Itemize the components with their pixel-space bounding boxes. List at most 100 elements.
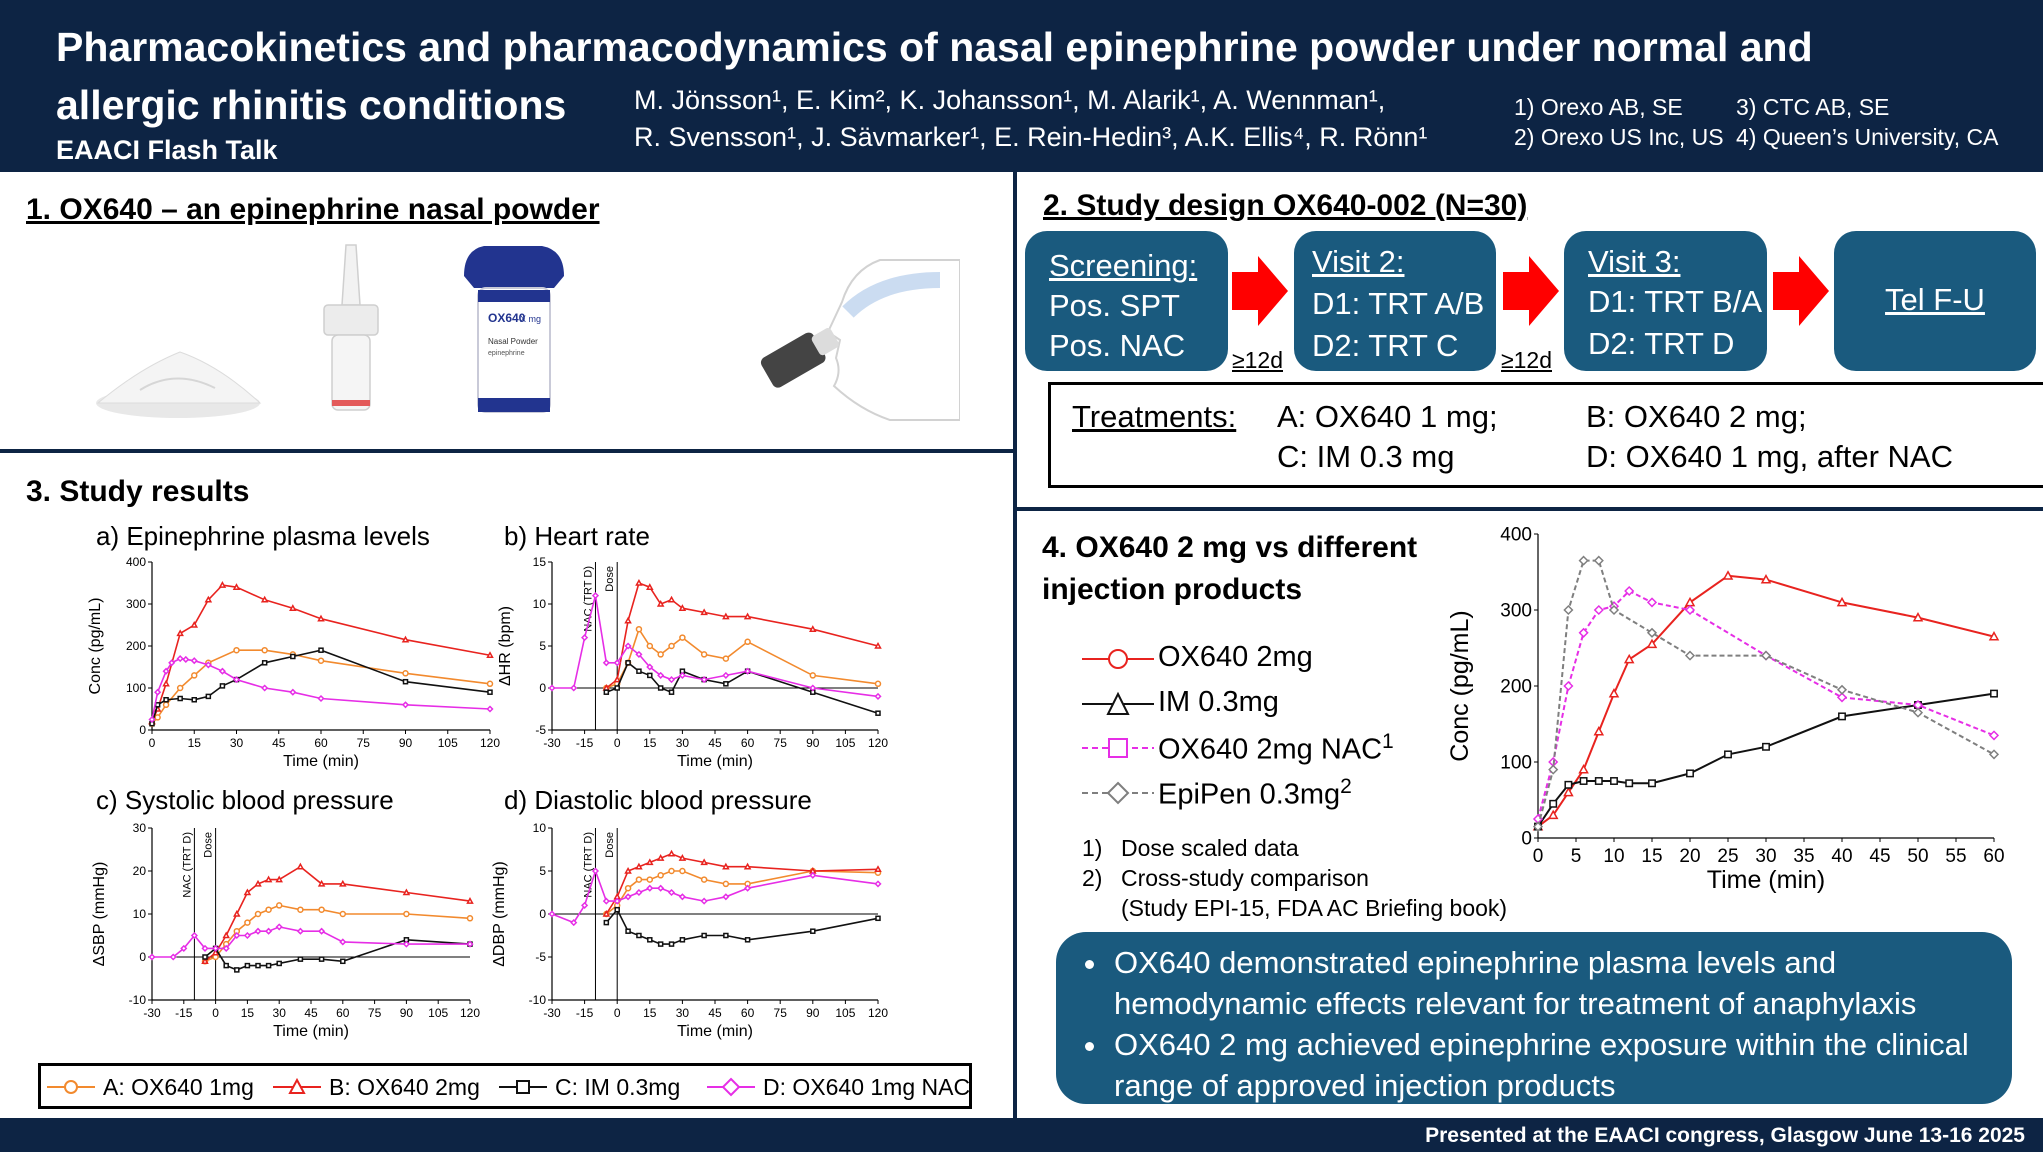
y-tick-label: 0 xyxy=(1521,829,1532,850)
x-tick-label: 90 xyxy=(399,736,413,750)
y-axis-label: ΔHR (bpm) xyxy=(497,606,514,686)
data-point-C xyxy=(668,941,675,947)
data-point-D xyxy=(212,944,220,952)
data-point-B xyxy=(1578,764,1589,774)
sec4-legend-label-4: EpiPen 0.3mg2 xyxy=(1158,775,1352,812)
data-point-D xyxy=(254,927,262,935)
package-strength: X mg xyxy=(520,314,541,324)
y-tick-label: 400 xyxy=(126,555,146,569)
data-point-D xyxy=(1836,692,1848,703)
x-tick-label: 60 xyxy=(741,1006,755,1020)
data-point-C xyxy=(875,710,881,716)
data-point-EpiPen xyxy=(1836,684,1848,695)
x-tick-label: 105 xyxy=(438,736,458,750)
data-point-B xyxy=(264,875,273,883)
series-line-D xyxy=(1537,589,1995,820)
data-point-D xyxy=(657,671,665,679)
sec4-legend-label-3: OX640 2mg NAC1 xyxy=(1158,730,1394,767)
annotation-nac-label: NAC (TRT D) xyxy=(582,832,594,898)
data-point-D xyxy=(232,676,241,684)
series-line-B xyxy=(1537,574,1995,828)
data-point-D xyxy=(486,705,494,713)
x-tick-label: 45 xyxy=(272,736,286,750)
annotation-nac-label: NAC (TRT D) xyxy=(582,566,594,632)
data-point-C xyxy=(318,647,324,653)
section-4-title-line-2: injection products xyxy=(1042,573,1303,606)
tel-followup-box: Tel F-U xyxy=(1834,231,2036,371)
package-label-1: Nasal Powder xyxy=(488,337,538,346)
vertical-divider xyxy=(1013,172,1017,1118)
data-point-A xyxy=(744,638,751,646)
data-point-D xyxy=(700,897,708,905)
data-point-D xyxy=(646,884,654,892)
data-point-EpiPen xyxy=(1548,764,1559,775)
x-axis-label: Time (min) xyxy=(677,1023,753,1040)
treatment-d: D: OX640 1 mg, after NAC xyxy=(1586,439,1953,474)
data-point-B xyxy=(678,604,687,611)
chart-d-title: d) Diastolic blood pressure xyxy=(504,785,812,815)
data-point-C xyxy=(744,937,751,943)
y-tick-label: 200 xyxy=(1500,677,1532,698)
data-point-A xyxy=(233,646,240,654)
data-point-B xyxy=(809,625,817,632)
data-point-A xyxy=(635,625,643,633)
data-point-D xyxy=(169,953,177,961)
x-tick-label: 35 xyxy=(1793,846,1814,867)
data-point-B xyxy=(204,595,213,603)
data-point-C xyxy=(603,689,610,695)
data-point-D xyxy=(317,694,325,703)
data-point-C xyxy=(191,697,197,703)
data-point-D xyxy=(635,888,643,897)
x-axis-label: Time (min) xyxy=(283,753,359,770)
data-point-D xyxy=(180,944,188,952)
x-tick-label: 15 xyxy=(188,736,202,750)
x-tick-label: 0 xyxy=(149,736,156,750)
package-label-2: epinephrine xyxy=(488,350,525,357)
data-point-C xyxy=(636,668,642,674)
data-point-A xyxy=(244,919,251,926)
data-point-B xyxy=(1836,596,1848,607)
data-point-C xyxy=(265,962,272,969)
data-point-B xyxy=(1646,638,1658,649)
sec4-legend-marker-4 xyxy=(1082,781,1154,805)
data-point-C xyxy=(244,962,251,969)
section-3-legend: A: OX640 1mg B: OX640 2mg C: IM 0.3mg D:… xyxy=(38,1063,972,1109)
sec4-legend-marker-3 xyxy=(1082,738,1154,758)
data-point-B xyxy=(176,629,184,637)
data-point-A xyxy=(317,657,325,664)
data-point-B xyxy=(613,675,621,683)
data-point-D xyxy=(162,667,170,675)
package-brand: OX640 xyxy=(488,311,526,325)
data-point-A xyxy=(176,684,184,692)
data-point-B xyxy=(1547,809,1559,820)
data-point-D xyxy=(339,938,347,946)
data-point-C xyxy=(657,685,664,691)
data-point-D xyxy=(233,931,241,940)
data-point-D xyxy=(722,893,730,901)
x-tick-label: 75 xyxy=(368,1006,382,1020)
data-point-C xyxy=(234,967,240,973)
arrow-right-icon-3 xyxy=(1773,256,1829,326)
series-line-A xyxy=(204,904,471,963)
treatment-a: A: OX640 1 mg; xyxy=(1277,399,1498,434)
data-point-C xyxy=(679,937,686,943)
data-point-B xyxy=(874,865,882,873)
chart-a-epinephrine: 0 15 30 45 60 75 90 105 120 0 100 200 300 400 Time (mi… xyxy=(87,555,500,770)
data-point-D xyxy=(678,893,686,901)
treatment-b: B: OX640 2 mg; xyxy=(1586,399,1807,434)
footer-bar xyxy=(0,1118,2043,1152)
data-point-C xyxy=(1610,777,1618,785)
x-tick-label: 60 xyxy=(1983,846,2004,867)
data-point-B xyxy=(635,862,643,870)
data-point-D xyxy=(591,592,600,600)
data-point-C xyxy=(614,685,620,691)
y-axis-label: Conc (pg/mL) xyxy=(87,598,104,695)
data-point-B xyxy=(218,581,227,588)
screening-box: Screening: Pos. SPT Pos. NAC xyxy=(1025,231,1228,371)
data-point-EpiPen xyxy=(1760,650,1772,661)
x-tick-label: 20 xyxy=(1679,846,1700,867)
x-tick-label: 75 xyxy=(774,736,788,750)
visit-2-box: Visit 2: D1: TRT A/B D2: TRT C xyxy=(1294,231,1496,371)
data-point-C xyxy=(1648,779,1656,788)
screening-line-3: Pos. NAC xyxy=(1049,328,1186,363)
